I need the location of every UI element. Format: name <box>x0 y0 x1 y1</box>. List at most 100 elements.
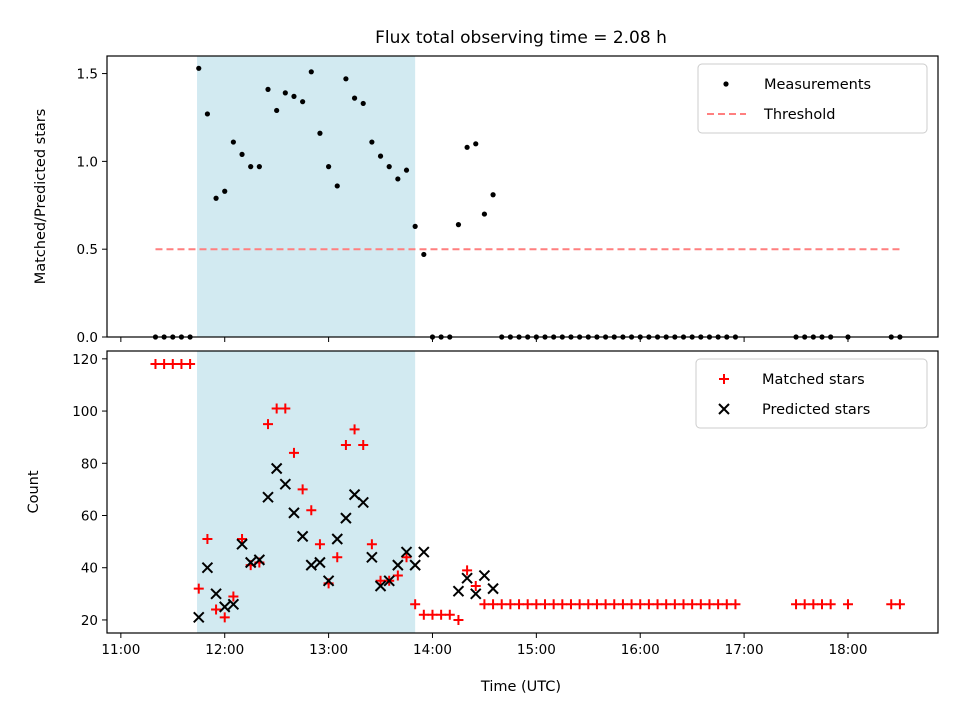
y-tick-label: 0.0 <box>77 330 98 346</box>
axes-frame <box>106 350 939 634</box>
data-point <box>193 611 205 624</box>
data-point <box>421 251 427 258</box>
data-point <box>262 491 274 503</box>
data-point <box>470 588 482 600</box>
data-point <box>237 534 248 544</box>
data-point <box>167 359 178 370</box>
data-point <box>274 107 280 114</box>
data-point <box>609 599 620 610</box>
data-point <box>326 164 332 170</box>
y-axis-label: Count <box>26 470 42 513</box>
data-point <box>300 99 306 105</box>
data-point <box>270 462 283 475</box>
data-point <box>349 424 360 435</box>
data-point <box>265 86 271 92</box>
data-point <box>487 582 499 595</box>
data-point <box>687 599 698 610</box>
x-tick-label: 13:00 <box>309 642 348 658</box>
data-point <box>721 599 732 610</box>
data-point <box>305 559 317 571</box>
data-point <box>713 599 724 610</box>
data-point <box>455 222 462 228</box>
legend-label: Predicted stars <box>762 402 870 418</box>
data-point <box>211 604 222 615</box>
series-1 <box>193 462 499 624</box>
data-point <box>418 609 429 620</box>
data-point <box>340 440 351 450</box>
data-point <box>401 552 412 563</box>
legend-swatch <box>718 403 730 415</box>
data-point <box>358 440 369 450</box>
data-point <box>669 599 680 610</box>
x-axis-label: Time (UTC) <box>480 679 561 695</box>
data-point <box>825 599 836 610</box>
data-point <box>791 599 802 610</box>
data-point <box>531 599 542 610</box>
data-point <box>331 533 343 545</box>
data-point <box>280 403 291 414</box>
data-point <box>730 599 741 610</box>
data-point <box>473 141 479 147</box>
data-point <box>228 591 239 602</box>
data-point <box>308 69 314 75</box>
data-point <box>548 599 559 610</box>
data-point <box>185 359 196 370</box>
data-point <box>395 176 401 182</box>
data-point <box>263 419 274 430</box>
data-point <box>392 570 403 581</box>
x-tick-label: 18:00 <box>829 642 868 658</box>
y-axis-label: Matched/Predicted stars <box>33 109 49 285</box>
data-point <box>799 599 810 610</box>
data-point <box>695 599 706 610</box>
data-point <box>661 599 672 610</box>
data-point <box>291 93 297 99</box>
data-point <box>514 599 525 610</box>
data-point <box>360 100 366 107</box>
data-point <box>600 599 611 610</box>
observing-time-band <box>197 351 416 633</box>
data-point <box>436 609 447 620</box>
data-point <box>204 111 211 117</box>
data-point <box>236 538 248 550</box>
data-point <box>351 95 358 101</box>
data-point <box>478 569 491 582</box>
y-tick-label: 1.0 <box>77 154 98 170</box>
x-tick-label: 16:00 <box>621 642 660 658</box>
data-point <box>219 601 231 613</box>
data-point <box>410 599 421 610</box>
data-point <box>565 599 576 610</box>
observing-time-band <box>197 56 416 337</box>
data-point <box>271 403 282 414</box>
data-point <box>334 183 340 189</box>
data-point <box>374 580 387 592</box>
data-point <box>540 599 551 610</box>
data-point <box>678 599 689 610</box>
data-point <box>375 575 386 586</box>
data-point <box>159 359 170 370</box>
data-point <box>239 151 245 157</box>
data-point <box>288 447 299 458</box>
data-point <box>488 599 499 610</box>
data-point <box>314 539 325 550</box>
data-point <box>842 599 853 610</box>
data-point <box>377 153 384 159</box>
data-point <box>574 599 585 610</box>
data-point <box>193 583 204 594</box>
data-point <box>201 562 214 574</box>
y-tick-label: 40 <box>81 561 98 577</box>
data-point <box>176 359 187 370</box>
data-point <box>383 575 395 587</box>
data-point <box>583 599 594 610</box>
data-point <box>392 559 404 571</box>
data-point <box>643 599 654 610</box>
data-point <box>496 599 507 610</box>
y-tick-label: 20 <box>81 613 98 629</box>
data-point <box>210 588 222 600</box>
data-point <box>444 609 455 620</box>
data-point <box>409 559 421 571</box>
data-point <box>244 556 257 569</box>
data-point <box>248 164 254 170</box>
y-tick-label: 1.5 <box>77 67 98 83</box>
data-point <box>322 575 335 587</box>
